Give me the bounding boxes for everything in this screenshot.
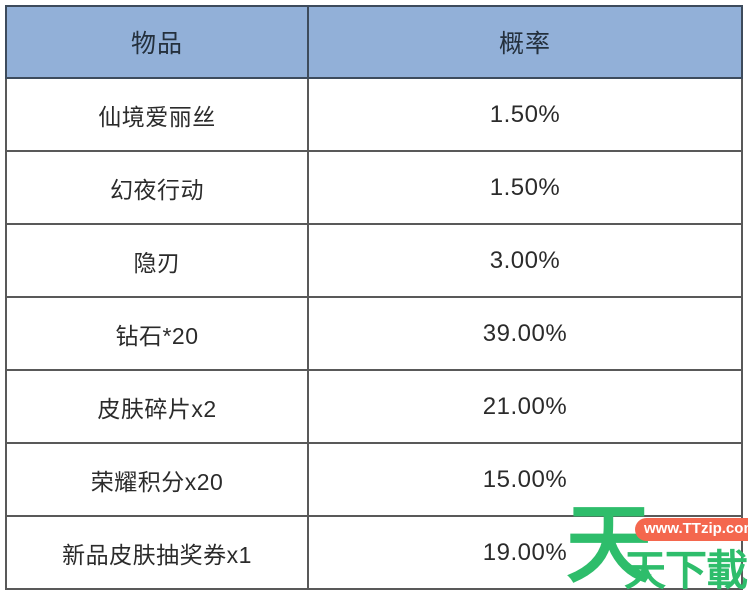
item-name-cell: 钻石*20 bbox=[5, 296, 309, 371]
table-row: 隐刃 3.00% bbox=[5, 223, 743, 298]
column-header-rate: 概率 bbox=[307, 5, 743, 79]
item-rate-cell: 1.50% bbox=[307, 77, 743, 152]
item-name-cell: 皮肤碎片x2 bbox=[5, 369, 309, 444]
item-rate-cell: 19.00% bbox=[307, 515, 743, 590]
column-header-item: 物品 bbox=[5, 5, 309, 79]
table-row: 皮肤碎片x2 21.00% bbox=[5, 369, 743, 444]
item-rate-cell: 15.00% bbox=[307, 442, 743, 517]
item-rate-cell: 21.00% bbox=[307, 369, 743, 444]
table-row: 仙境爱丽丝 1.50% bbox=[5, 77, 743, 152]
probability-table: 物品 概率 仙境爱丽丝 1.50% 幻夜行动 1.50% 隐刃 3.00% 钻石… bbox=[5, 5, 743, 590]
item-name-cell: 隐刃 bbox=[5, 223, 309, 298]
item-rate-cell: 39.00% bbox=[307, 296, 743, 371]
item-name-cell: 幻夜行动 bbox=[5, 150, 309, 225]
table-header: 物品 概率 bbox=[5, 5, 743, 79]
item-rate-cell: 3.00% bbox=[307, 223, 743, 298]
table-body: 仙境爱丽丝 1.50% 幻夜行动 1.50% 隐刃 3.00% 钻石*20 39… bbox=[5, 77, 743, 590]
item-name-cell: 荣耀积分x20 bbox=[5, 442, 309, 517]
table-row: 新品皮肤抽奖券x1 19.00% bbox=[5, 515, 743, 590]
item-rate-cell: 1.50% bbox=[307, 150, 743, 225]
table-row: 幻夜行动 1.50% bbox=[5, 150, 743, 225]
table-header-row: 物品 概率 bbox=[5, 5, 743, 79]
item-name-cell: 仙境爱丽丝 bbox=[5, 77, 309, 152]
table-row: 钻石*20 39.00% bbox=[5, 296, 743, 371]
table-row: 荣耀积分x20 15.00% bbox=[5, 442, 743, 517]
item-name-cell: 新品皮肤抽奖券x1 bbox=[5, 515, 309, 590]
